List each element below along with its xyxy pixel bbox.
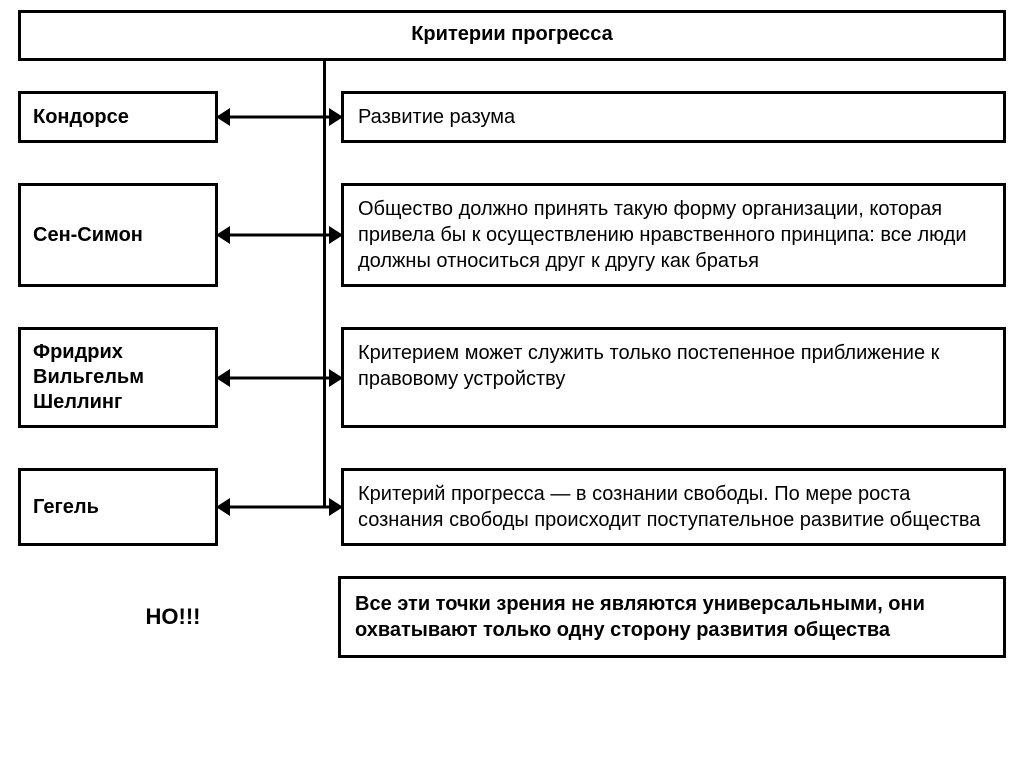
connector-line (218, 234, 341, 237)
criterion-box: Критерием может служить только постепенн… (341, 327, 1006, 428)
philosopher-box: Фридрих Вильгельм Шеллинг (18, 327, 218, 428)
philosopher-box: Сен-Симон (18, 183, 218, 287)
footer-note-text: Все эти точки зрения не являются универс… (355, 593, 925, 641)
footer-note-box: Все эти точки зрения не являются универс… (338, 576, 1006, 658)
double-arrow-connector (218, 468, 341, 546)
double-arrow-connector (218, 183, 341, 287)
arrow-right-icon (329, 369, 343, 387)
criterion-text: Критерием может служить только постепенн… (358, 342, 939, 390)
title-text: Критерии прогресса (411, 23, 613, 45)
row-condorcet: Кондорсе Развитие разума (18, 91, 1006, 143)
arrow-right-icon (329, 226, 343, 244)
arrow-left-icon (216, 369, 230, 387)
criterion-text: Критерий прогресса — в сознании свободы.… (358, 483, 980, 531)
but-label: НО!!! (18, 604, 338, 630)
double-arrow-connector (218, 327, 341, 428)
philosopher-label: Кондорсе (33, 105, 129, 130)
rows-container: Кондорсе Развитие разума Сен-Симон Общес… (18, 91, 1006, 546)
criterion-text: Общество должно принять такую форму орга… (358, 198, 967, 272)
arrow-right-icon (329, 498, 343, 516)
arrow-left-icon (216, 498, 230, 516)
diagram-page: Критерии прогресса Кондорсе Развитие раз… (0, 0, 1024, 767)
arrow-left-icon (216, 108, 230, 126)
but-text: НО!!! (146, 604, 201, 629)
arrow-left-icon (216, 226, 230, 244)
philosopher-label: Гегель (33, 495, 99, 520)
philosopher-label: Фридрих Вильгельм Шеллинг (33, 340, 203, 415)
double-arrow-connector (218, 91, 341, 143)
philosopher-label: Сен-Симон (33, 223, 143, 248)
criterion-box: Критерий прогресса — в сознании свободы.… (341, 468, 1006, 546)
philosopher-box: Кондорсе (18, 91, 218, 143)
criterion-box: Общество должно принять такую форму орга… (341, 183, 1006, 287)
connector-line (218, 116, 341, 119)
row-schelling: Фридрих Вильгельм Шеллинг Критерием може… (18, 327, 1006, 428)
connector-line (218, 376, 341, 379)
connector-line (218, 506, 341, 509)
arrow-right-icon (329, 108, 343, 126)
row-saint-simon: Сен-Симон Общество должно принять такую … (18, 183, 1006, 287)
criterion-text: Развитие разума (358, 106, 515, 128)
philosopher-box: Гегель (18, 468, 218, 546)
row-hegel: Гегель Критерий прогресса — в сознании с… (18, 468, 1006, 546)
title-box: Критерии прогресса (18, 10, 1006, 61)
footer-row: НО!!! Все эти точки зрения не являются у… (18, 576, 1006, 658)
criterion-box: Развитие разума (341, 91, 1006, 143)
